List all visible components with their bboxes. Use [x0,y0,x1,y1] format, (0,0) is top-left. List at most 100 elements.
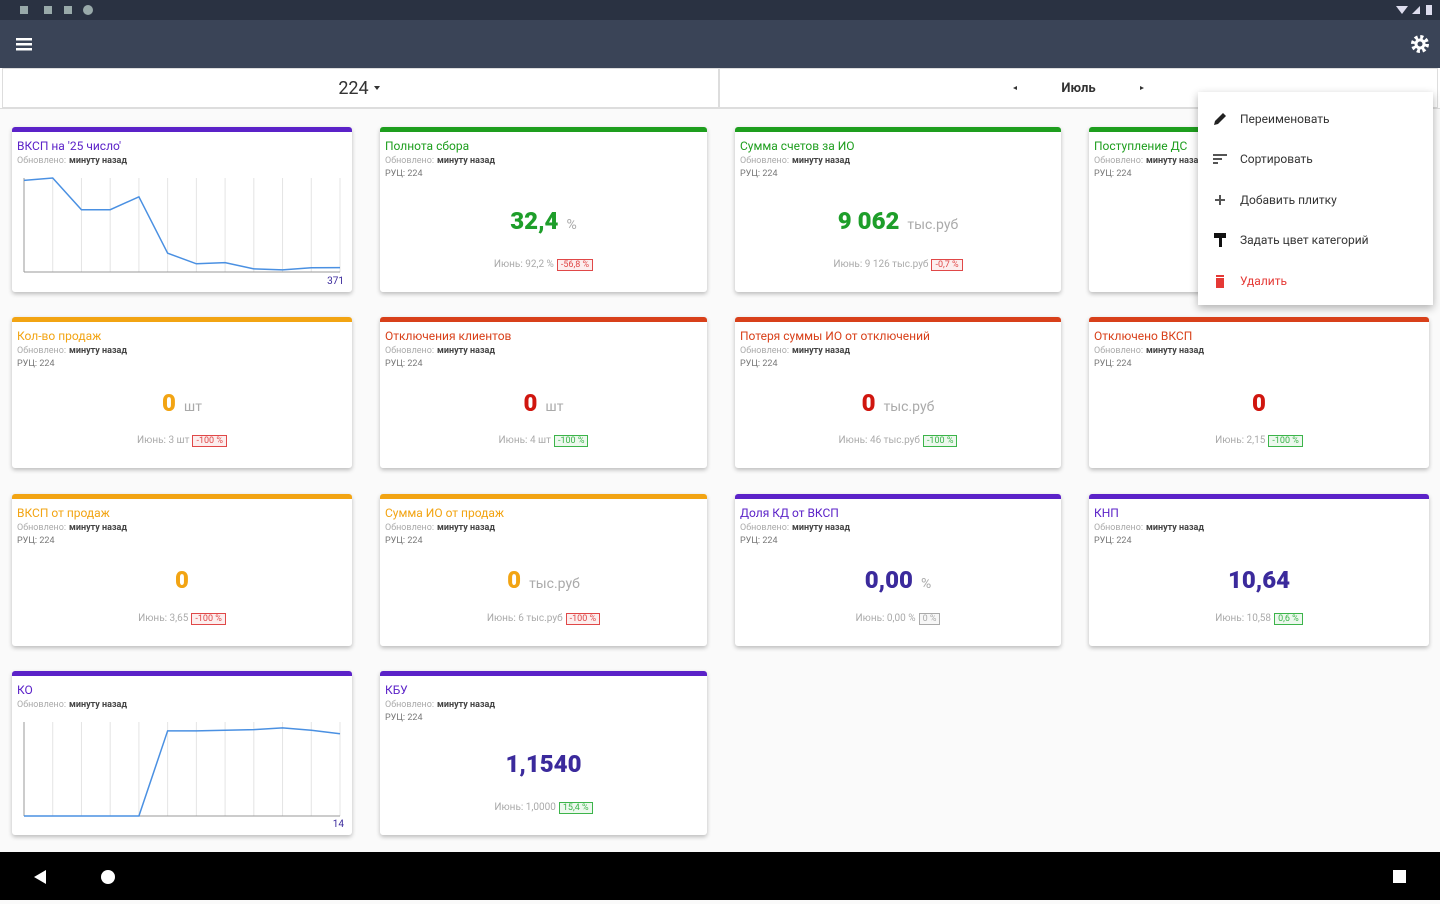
ruc: РУЦ: 224 [1094,536,1132,546]
updated-value: минуту назад [69,700,128,710]
updated: Обновлено: минуту назад [1094,156,1204,166]
updated: Обновлено: минуту назад [740,523,850,533]
menu-item[interactable]: Удалить [1198,261,1433,301]
ruc: РУЦ: 224 [17,359,55,369]
ruc: РУЦ: 224 [385,359,423,369]
home-button[interactable] [101,870,115,884]
prev-month[interactable] [981,82,1061,94]
updated: Обновлено: минуту назад [17,523,127,533]
value-number: 0 [507,566,522,595]
tile[interactable]: ВКСП от продаж Обновлено: минуту назад РУЦ:… [12,494,352,646]
change-badge: 15,4 % [558,802,593,814]
updated-label: Обновлено: [740,346,790,356]
previous-value: Июнь: 92,2 % [493,259,554,270]
updated-value: минуту назад [792,156,851,166]
updated-label: Обновлено: [1094,346,1144,356]
updated: Обновлено: минуту назад [17,346,127,356]
ruc: РУЦ: 224 [740,536,778,546]
updated: Обновлено: минуту назад [385,523,495,533]
value-unit: % [566,216,577,233]
tile-accent [735,317,1061,322]
icon [1214,113,1226,125]
updated-value: минуту назад [1146,156,1205,166]
change-badge: 0,6 % [1274,613,1303,625]
updated-label: Обновлено: [385,346,435,356]
sparkline-line [23,177,341,271]
month-label: Июль [1061,80,1096,96]
updated-value: минуту назад [69,156,128,166]
next-month[interactable] [1096,82,1176,94]
tile[interactable]: Сумма счетов за ИО Обновлено: минуту назад… [735,127,1061,292]
sparkline-label: 14 [333,819,345,830]
change-badge: -100 % [191,613,226,625]
month-selector: Июль [719,68,1438,108]
previous: Июнь: 1,0000 15,4 % [380,802,707,814]
updated-value: минуту назад [792,346,851,356]
tile-accent [380,671,707,676]
previous: Июнь: 0,00 % 0 % [735,613,1061,625]
ruc: РУЦ: 224 [17,536,55,546]
updated: Обновлено: минуту назад [17,700,127,710]
selector-bar: 224 Июль [0,68,1440,109]
tile-accent [735,127,1061,132]
updated-value: минуту назад [437,346,496,356]
tile[interactable]: Сумма ИО от продаж Обновлено: минуту назад… [380,494,707,646]
tile-accent [12,317,352,322]
recents-button[interactable] [1393,870,1406,883]
menu-label: Задать цвет категорий [1240,233,1369,247]
previous-value: Июнь: 3,65 [138,613,189,624]
tile[interactable]: Доля КД от ВКСП Обновлено: минуту назад РУЦ… [735,494,1061,646]
tile[interactable]: Полнота сбора Обновлено: минуту назад РУЦ: … [380,127,707,292]
tile-title: КНП [1094,506,1119,520]
tile[interactable]: ВКСП на '25 число' Обновлено: минуту назад… [12,127,352,292]
updated-label: Обновлено: [1094,156,1144,166]
tile[interactable]: КНП Обновлено: минуту назад РУЦ: 224 10,64 Ию… [1089,494,1429,646]
tile-value: 0 тыс.руб [735,389,1061,417]
tile-title: Сумма счетов за ИО [740,139,855,153]
menu-item[interactable]: Добавить плитку [1198,180,1433,220]
back-button[interactable] [34,870,46,884]
updated-label: Обновлено: [740,156,790,166]
tile[interactable]: КО Обновлено: минуту назад 14 [12,671,352,835]
previous-value: Июнь: 2,15 [1215,435,1266,446]
tile[interactable]: Потеря суммы ИО от отключений Обновлено: м… [735,317,1061,468]
value-unit: шт [545,398,564,415]
tile[interactable]: Отключено ВКСП Обновлено: минуту назад РУЦ:… [1089,317,1429,468]
branch-selector[interactable]: 224 [2,68,719,108]
value-number: 0 [175,566,189,595]
tile-value: 0 шт [380,389,707,417]
value-unit: тыс.руб [883,398,935,415]
tile-value: 0 [12,566,352,594]
dropdown-arrow [373,86,380,90]
value-unit: тыс.руб [907,216,959,233]
ruc: РУЦ: 224 [385,536,423,546]
ruc: РУЦ: 224 [385,169,423,179]
tile-value: 1,1540 [380,750,707,778]
icon [1214,233,1226,247]
previous: Июнь: 3,65 -100 % [12,613,352,625]
settings-button[interactable] [1410,34,1430,54]
value-number: 0 [861,388,876,417]
updated-label: Обновлено: [385,156,435,166]
menu-label: Переименовать [1240,112,1330,126]
updated-value: минуту назад [1146,523,1205,533]
menu-item[interactable]: Задать цвет категорий [1198,220,1433,260]
menu-label: Удалить [1240,274,1287,288]
menu-item[interactable]: Переименовать [1198,99,1433,139]
tile[interactable]: Кол-во продаж Обновлено: минуту назад РУЦ: … [12,317,352,468]
tile-title: ВКСП от продаж [17,506,110,520]
tile[interactable]: Отключения клиентов Обновлено: минуту наза… [380,317,707,468]
updated-label: Обновлено: [740,523,790,533]
updated-value: минуту назад [437,523,496,533]
tile-title: Сумма ИО от продаж [385,506,505,520]
app-bar [0,20,1440,68]
previous: Июнь: 9 126 тыс.руб -0,7 % [735,259,1061,271]
menu-item[interactable]: Сортировать [1198,139,1433,179]
menu-button[interactable] [14,34,34,54]
status-icons [20,5,1432,15]
tile-title: ВКСП на '25 число' [17,139,122,153]
previous: Июнь: 2,15 -100 % [1089,435,1429,447]
tile[interactable]: КБУ Обновлено: минуту назад РУЦ: 224 1,1540 И… [380,671,707,835]
value-number: 0 [1252,388,1266,417]
updated-label: Обновлено: [17,523,67,533]
